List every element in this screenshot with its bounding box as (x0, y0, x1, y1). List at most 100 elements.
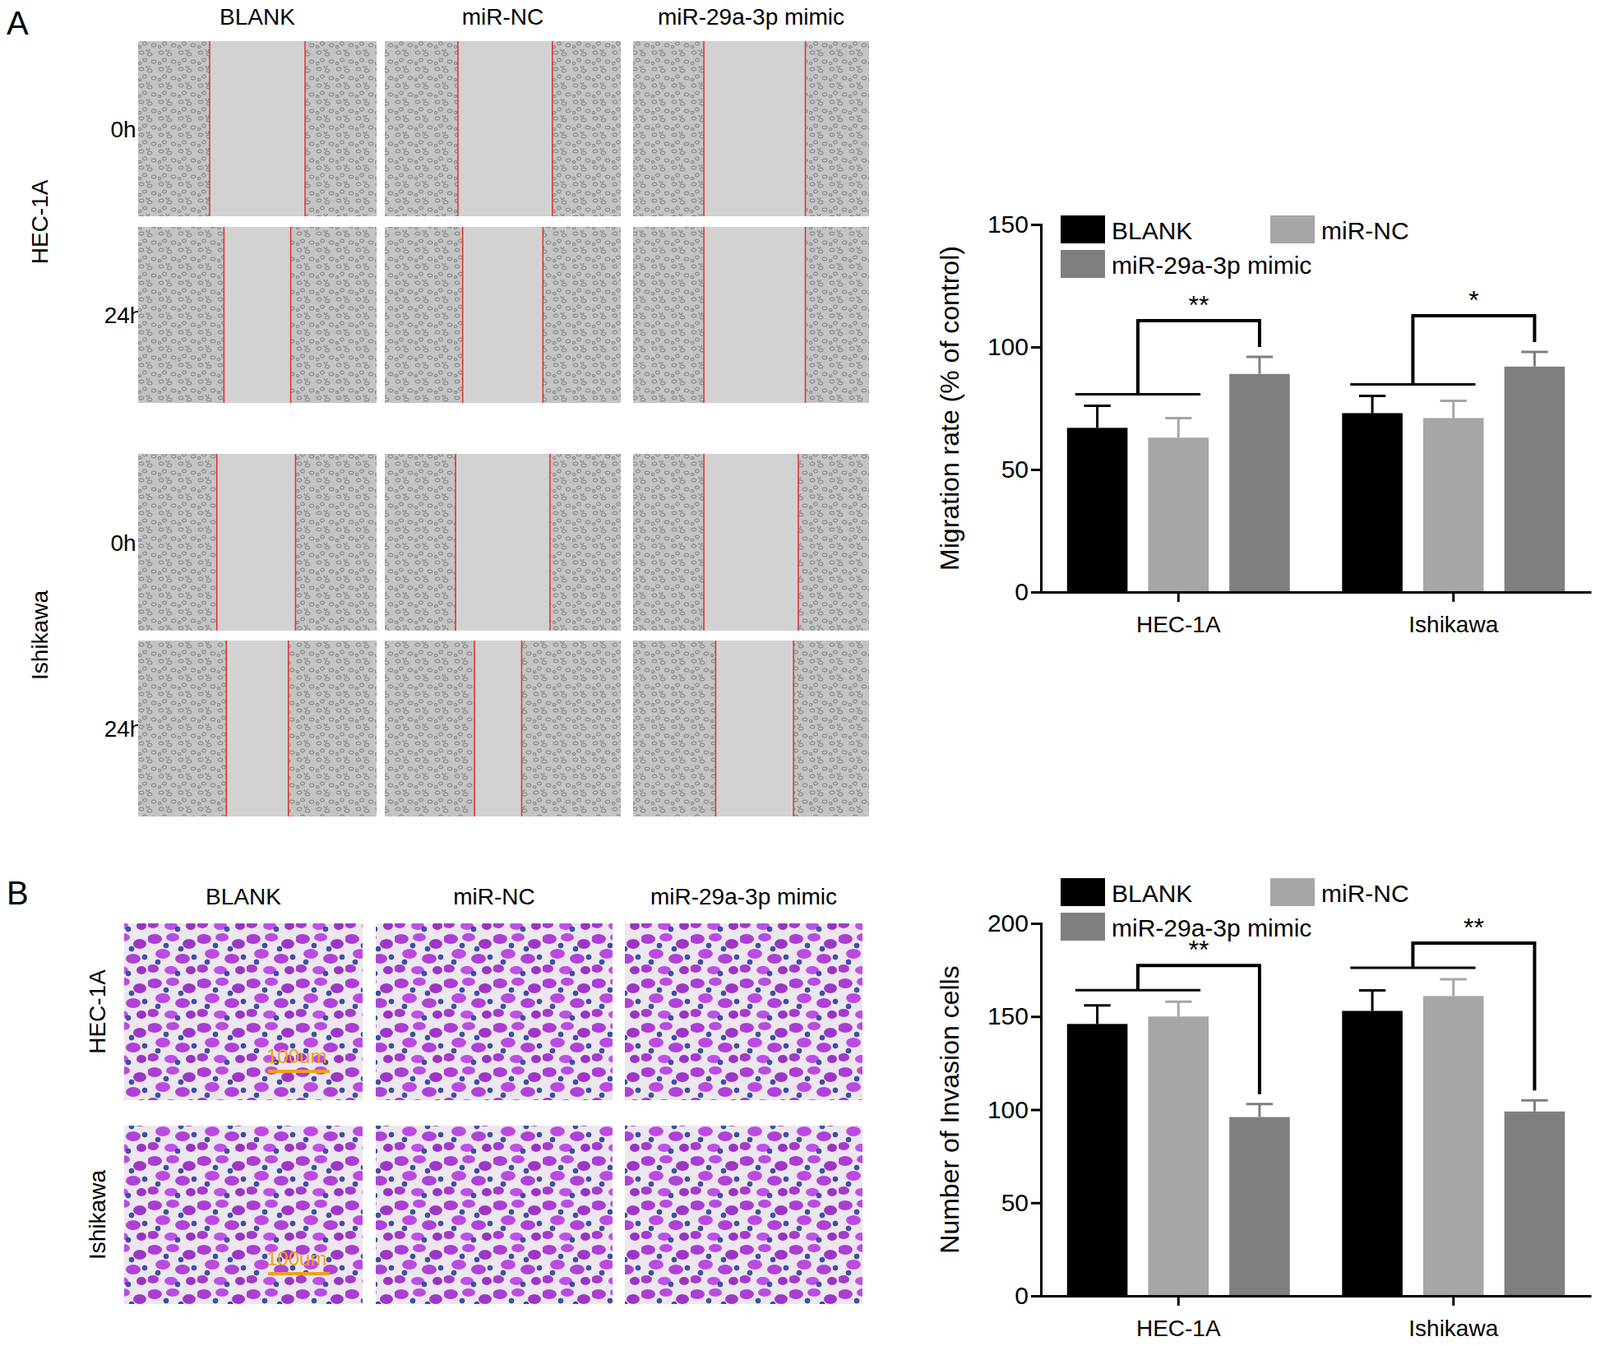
tick-label: HEC-1A (1136, 611, 1221, 638)
error-bar (1246, 356, 1273, 375)
scale-bar-label: 100um (266, 1045, 327, 1068)
tick-label: 0 (1014, 578, 1029, 606)
micrograph (633, 453, 870, 631)
tick: 100 (987, 1095, 1041, 1124)
micrograph (624, 1125, 863, 1305)
bar (1229, 374, 1291, 592)
plot-area (1067, 351, 1565, 592)
legend: BLANKmiR-NCmiR-29a-3p mimic (1060, 878, 1410, 942)
legend-swatch (1060, 912, 1106, 941)
tick-mark (1177, 1295, 1180, 1306)
micrograph (384, 453, 621, 631)
time-label: 0h (110, 116, 136, 143)
error-bar (1521, 1100, 1548, 1112)
row-label: HEC-1A (84, 969, 111, 1055)
significance-label: ** (1463, 912, 1485, 943)
legend-label: BLANK (1111, 879, 1193, 907)
column-header: miR-NC (462, 4, 545, 30)
micrograph (633, 640, 870, 817)
tick: 50 (1001, 455, 1041, 483)
tick-label: 150 (987, 1002, 1029, 1030)
tick-mark (1031, 1202, 1041, 1205)
tick: HEC-1A (1136, 1295, 1221, 1342)
tick-mark (1177, 591, 1180, 602)
figure: ABLANKmiR-NCmiR-29a-3p mimic0h24h0h24hHE… (0, 0, 1600, 1346)
bar (1341, 1010, 1403, 1296)
bar (1504, 366, 1566, 592)
row-label: HEC-1A (27, 179, 53, 264)
error-bar (1521, 351, 1548, 367)
tick-label: 50 (1001, 1188, 1029, 1217)
error-bar (1359, 396, 1386, 414)
row-label: Ishikawa (84, 1169, 111, 1260)
column-header: miR-29a-3p mimic (650, 883, 837, 910)
bar (1067, 427, 1129, 592)
micrograph (138, 640, 377, 817)
legend-swatch (1270, 215, 1315, 244)
micrograph (124, 923, 363, 1101)
x-axis: HEC-1A Ishikawa (1041, 1295, 1592, 1342)
tick: 200 (987, 909, 1041, 937)
tick: 150 (987, 210, 1041, 238)
axis-title: Migration rate (% of control) (934, 245, 965, 571)
row-label: Ishikawa (27, 590, 53, 680)
significance-bracket: ** (1350, 912, 1535, 1091)
axis-line (1041, 591, 1592, 594)
tick-mark (1031, 346, 1041, 349)
chart: 0 50 100 150 200 HEC-1A Ishikawa Number of Inva… (934, 878, 1592, 1342)
column-header: miR-NC (453, 883, 536, 910)
y-axis: 0 50 100 150 (987, 210, 1042, 606)
bar (1423, 417, 1485, 592)
tick-label: Ishikawa (1408, 1315, 1499, 1342)
micrograph (124, 1125, 363, 1305)
scale-bar (268, 1069, 330, 1073)
scale-bar (268, 1271, 330, 1276)
tick-mark (1031, 1294, 1041, 1298)
bar (1504, 1111, 1566, 1296)
micrograph (384, 41, 621, 217)
micrograph (624, 923, 863, 1101)
error-bar (1083, 406, 1110, 429)
column-header: miR-29a-3p mimic (657, 4, 845, 30)
tick: Ishikawa (1408, 591, 1499, 638)
significance-bracket: ** (1075, 290, 1260, 395)
panel-label: A (6, 4, 29, 42)
tick: Ishikawa (1408, 1295, 1499, 1342)
axis-line (1031, 225, 1042, 593)
tick-label: Ishikawa (1408, 611, 1499, 638)
significance-bracket: ** (1075, 934, 1260, 1095)
tick-label: 0 (1014, 1281, 1029, 1309)
significance-bracket: * (1350, 285, 1535, 385)
x-axis: HEC-1A Ishikawa (1041, 591, 1592, 638)
axis-line (1041, 1294, 1592, 1298)
tick-label: HEC-1A (1136, 1315, 1221, 1342)
micrograph (384, 226, 621, 403)
significance-label: * (1468, 285, 1479, 315)
micrograph (384, 640, 621, 817)
tick-mark (1031, 1015, 1041, 1018)
significance-label: ** (1188, 934, 1209, 965)
tick-mark (1031, 591, 1041, 594)
tick: 0 (1014, 1281, 1041, 1309)
legend-swatch (1060, 249, 1106, 278)
time-label: 0h (110, 530, 136, 556)
tick: HEC-1A (1136, 591, 1221, 638)
tick-label: 100 (987, 1095, 1029, 1124)
tick-label: 100 (987, 332, 1029, 361)
legend-swatch (1060, 878, 1106, 907)
bar (1229, 1117, 1291, 1296)
error-bar (1246, 1104, 1273, 1118)
tick-label: 200 (987, 909, 1029, 937)
error-bar (1165, 1001, 1192, 1017)
tick-mark (1031, 1109, 1041, 1112)
legend-label: miR-NC (1321, 879, 1410, 907)
tick-mark (1452, 1295, 1455, 1306)
significance-label: ** (1188, 290, 1209, 320)
axis-title: Number of Invasion cells (934, 965, 965, 1254)
micrograph (138, 226, 377, 403)
plot-area (1067, 979, 1565, 1296)
micrograph (138, 41, 377, 217)
bar (1147, 1016, 1209, 1296)
micrograph (138, 453, 377, 631)
axis-line (1031, 924, 1042, 1297)
